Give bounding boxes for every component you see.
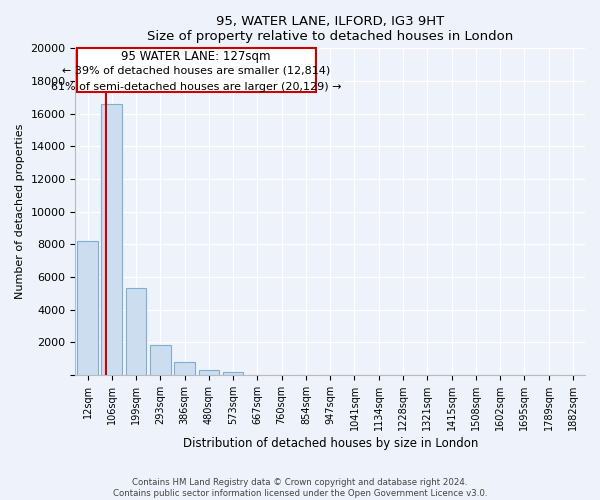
Bar	[174, 362, 195, 375]
Bar	[199, 370, 219, 375]
Title: 95, WATER LANE, ILFORD, IG3 9HT
Size of property relative to detached houses in : 95, WATER LANE, ILFORD, IG3 9HT Size of …	[147, 15, 514, 43]
Text: Contains HM Land Registry data © Crown copyright and database right 2024.
Contai: Contains HM Land Registry data © Crown c…	[113, 478, 487, 498]
Text: 61% of semi-detached houses are larger (20,129) →: 61% of semi-detached houses are larger (…	[51, 82, 341, 92]
Y-axis label: Number of detached properties: Number of detached properties	[15, 124, 25, 300]
Text: ← 39% of detached houses are smaller (12,814): ← 39% of detached houses are smaller (12…	[62, 66, 330, 76]
FancyBboxPatch shape	[77, 48, 316, 92]
Bar	[126, 288, 146, 375]
X-axis label: Distribution of detached houses by size in London: Distribution of detached houses by size …	[182, 437, 478, 450]
Bar	[223, 372, 244, 375]
Bar	[77, 241, 98, 375]
Bar	[150, 344, 170, 375]
Bar	[101, 104, 122, 375]
Text: 95 WATER LANE: 127sqm: 95 WATER LANE: 127sqm	[121, 50, 271, 63]
